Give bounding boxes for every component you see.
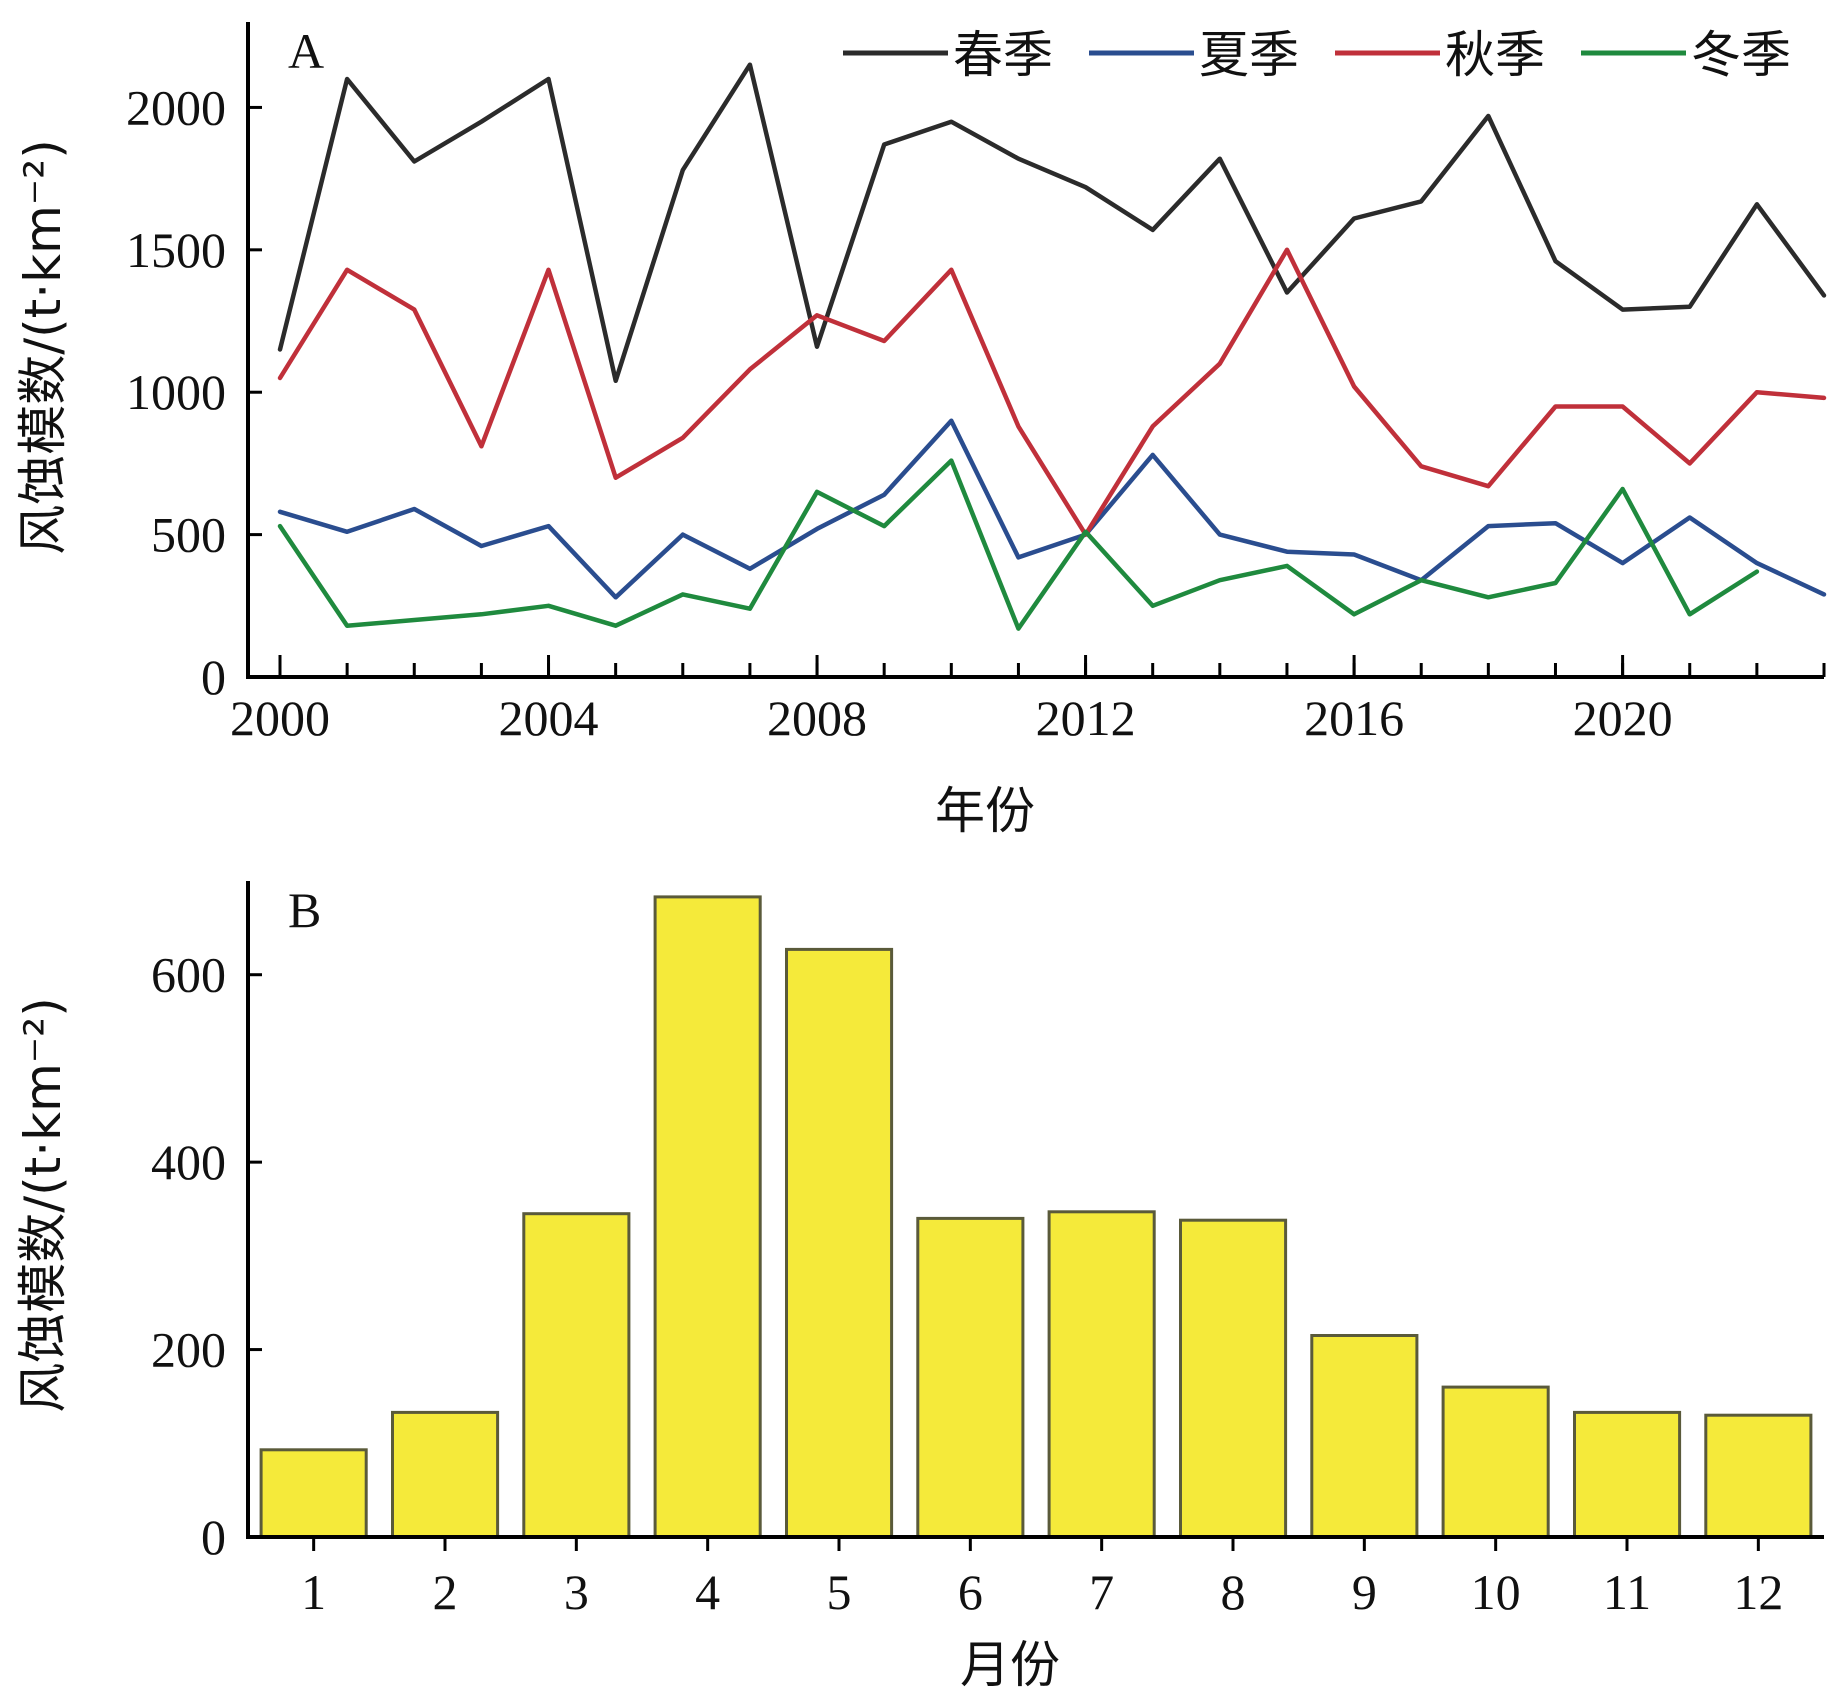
- panel-a-y-tick-label: 2000: [126, 79, 226, 135]
- panel-a-legend-label: 秋季: [1445, 26, 1545, 84]
- panel-b-x-tick-label: 10: [1471, 1564, 1521, 1620]
- panel-a-x-tick-label: 2012: [1036, 690, 1136, 746]
- panel-b-bar: [1573, 1410, 1682, 1539]
- panel-b-y-tick-label: 200: [151, 1322, 226, 1378]
- panel-b-bar: [259, 1448, 368, 1539]
- panel-a-series-line-1: [277, 62, 1827, 384]
- panel-a-x-axis-label: 年份: [935, 782, 1035, 840]
- panel-b-x-tick-label: 7: [1089, 1564, 1114, 1620]
- panel-a-y-tick-label: 500: [151, 507, 226, 563]
- panel-a-x-tick-label: 2004: [499, 690, 599, 746]
- panel-a-x-tick-label: 2008: [767, 690, 867, 746]
- panel-a-legend-label: 夏季: [1199, 26, 1299, 84]
- panel-a-series-group: [277, 62, 1827, 631]
- panel-b-bar: [522, 1212, 631, 1539]
- panel-b-bar: [653, 895, 762, 1539]
- panel-b-bar: [1310, 1334, 1419, 1539]
- panel-a-y-tick-label: 1500: [126, 222, 226, 278]
- panel-b-bar: [916, 1216, 1025, 1539]
- panel-b-label: B: [288, 882, 321, 938]
- panel-b-bar: [1047, 1210, 1156, 1539]
- panel-b-x-tick-label: 2: [433, 1564, 458, 1620]
- panel-b-y-tick-label: 600: [151, 947, 226, 1003]
- panel-a-y-axis-label: 风蚀模数/(t·km⁻²): [14, 139, 72, 554]
- panel-b-bars-group: [259, 895, 1813, 1539]
- panel-a-legend-label: 冬季: [1691, 26, 1791, 84]
- panel-a-x-tick-label: 2020: [1573, 690, 1673, 746]
- panel-b-bar: [1441, 1385, 1550, 1539]
- panel-b-x-tick-label: 8: [1221, 1564, 1246, 1620]
- panel-a-label: A: [288, 23, 324, 79]
- panel-a-y-tick-label: 1000: [126, 364, 226, 420]
- panel-a-legend: 春季 夏季 秋季 冬季: [843, 26, 1791, 84]
- panel-b-x-tick-label: 5: [827, 1564, 852, 1620]
- panel-b-x-tick-label: 1: [301, 1564, 326, 1620]
- panel-a-legend-label: 春季: [953, 26, 1053, 84]
- panel-b-x-tick-label: 6: [958, 1564, 983, 1620]
- panel-b-bar: [785, 947, 894, 1539]
- panel-b-x-tick-label: 12: [1733, 1564, 1783, 1620]
- panel-b-y-tick-label: 0: [201, 1509, 226, 1565]
- panel-b-x-tick-label: 9: [1352, 1564, 1377, 1620]
- panel-b-y-axis-label: 风蚀模数/(t·km⁻²): [14, 997, 72, 1412]
- panel-a-series-line-3: [277, 247, 1827, 537]
- panel-b-bar: [391, 1410, 500, 1539]
- panel-b-x-tick-label: 4: [695, 1564, 720, 1620]
- panel-b-bar: [1704, 1413, 1813, 1539]
- panel-b-x-tick-label: 11: [1603, 1564, 1651, 1620]
- panel-b-bar: [1179, 1218, 1288, 1539]
- panel-a-line-chart: 2000 2004 2008 2012 2016 2020 0 500 1000 1500 200…: [14, 22, 1827, 840]
- panel-a-x-tick-label: 2000: [230, 690, 330, 746]
- panel-b-x-axis-label: 月份: [960, 1636, 1060, 1694]
- panel-a-y-tick-label: 0: [201, 649, 226, 705]
- panel-b-y-tick-label: 400: [151, 1134, 226, 1190]
- panel-b-x-tick-label: 3: [564, 1564, 589, 1620]
- panel-a-x-tick-label: 2016: [1304, 690, 1404, 746]
- panel-a-series-line-2: [277, 418, 1827, 600]
- panel-a-series-line-4: [277, 458, 1760, 631]
